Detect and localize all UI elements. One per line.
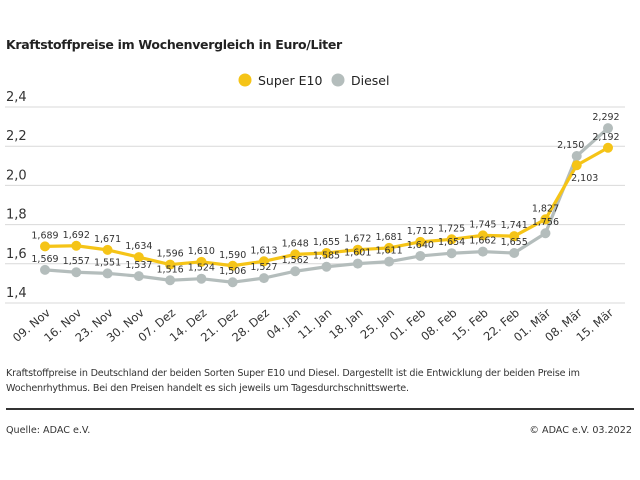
data-label: 1,756 (532, 217, 559, 228)
chart-title: Kraftstoffpreise im Wochenvergleich in E… (6, 37, 342, 52)
legend-marker (331, 73, 345, 87)
y-tick-label: 2,0 (6, 168, 27, 183)
data-point (133, 271, 144, 282)
data-point (571, 151, 582, 161)
data-point (290, 249, 301, 260)
source-text: Quelle: ADAC e.V. (6, 425, 91, 436)
data-point (540, 228, 551, 239)
x-tick-label: 11. Jan (295, 306, 334, 342)
data-label: 1,585 (313, 251, 340, 262)
data-point (321, 248, 332, 259)
data-label: 1,562 (282, 255, 309, 266)
data-label: 1,662 (469, 236, 496, 247)
data-point (196, 273, 207, 284)
data-label: 1,527 (250, 262, 277, 273)
data-label: 2,292 (592, 112, 619, 123)
data-label: 1,537 (125, 260, 152, 271)
data-point (477, 246, 488, 257)
data-point (165, 259, 176, 270)
data-point (477, 230, 488, 241)
data-point (603, 123, 613, 134)
data-point (71, 240, 82, 251)
y-tick-label: 2,2 (6, 129, 27, 144)
data-label: 1,712 (407, 226, 434, 237)
data-label: 1,648 (282, 238, 309, 249)
data-label: 1,551 (94, 257, 121, 268)
data-label: 1,671 (94, 234, 121, 245)
data-label: 1,681 (375, 232, 402, 243)
data-point (415, 236, 426, 247)
data-label: 1,655 (313, 237, 340, 248)
legend-label: Diesel (351, 73, 389, 88)
data-point (165, 275, 176, 286)
x-tick-label: 04. Jan (264, 306, 303, 342)
divider (6, 408, 634, 410)
data-label: 1,725 (438, 223, 465, 234)
legend-label: Super E10 (258, 73, 322, 88)
data-point (509, 248, 520, 259)
data-point (133, 252, 144, 263)
data-point (102, 244, 113, 255)
data-label: 1,611 (375, 246, 402, 257)
data-point (384, 242, 395, 253)
data-label: 1,524 (188, 263, 215, 274)
data-point (40, 264, 50, 275)
data-point (352, 258, 363, 269)
data-point (571, 160, 582, 171)
data-label: 1,610 (188, 246, 215, 257)
data-label: 1,596 (157, 249, 184, 260)
data-label: 1,613 (250, 245, 277, 256)
data-label: 1,640 (407, 240, 434, 251)
data-label: 2,150 (557, 140, 584, 151)
legend-marker (238, 73, 252, 87)
data-label: 1,741 (501, 220, 528, 231)
data-point (446, 248, 457, 259)
data-label: 1,689 (31, 230, 58, 241)
chart-description: Kraftstoffpreise in Deutschland der beid… (6, 368, 580, 394)
data-label: 1,506 (219, 266, 246, 277)
data-label: 1,745 (469, 219, 496, 230)
data-point (40, 241, 50, 252)
data-label: 1,827 (532, 203, 559, 214)
data-point (102, 268, 113, 279)
data-label: 2,103 (571, 173, 598, 184)
data-point (352, 244, 363, 255)
data-label: 1,672 (344, 234, 371, 245)
data-point (71, 267, 82, 278)
data-label: 1,692 (63, 230, 90, 241)
data-point (258, 273, 269, 284)
data-point (415, 250, 426, 261)
data-point (227, 260, 238, 271)
data-label: 1,557 (63, 256, 90, 267)
data-point (227, 277, 238, 288)
data-point (384, 256, 395, 267)
data-point (258, 256, 269, 267)
data-point (540, 214, 551, 225)
data-point (196, 256, 207, 267)
y-tick-label: 1,4 (6, 286, 27, 301)
data-label: 1,569 (31, 254, 58, 265)
data-point (446, 234, 457, 245)
data-label: 1,590 (219, 250, 246, 261)
data-label: 1,516 (157, 264, 184, 275)
data-point (290, 266, 301, 277)
data-label: 1,601 (344, 248, 371, 259)
data-point (603, 142, 613, 153)
y-tick-label: 1,8 (6, 208, 27, 223)
data-point (509, 231, 520, 242)
data-label: 1,634 (125, 241, 152, 252)
copyright-text: © ADAC e.V. 03.2022 (529, 425, 632, 436)
y-tick-label: 2,4 (6, 90, 27, 105)
y-tick-label: 1,6 (6, 247, 27, 262)
data-label: 1,654 (438, 237, 465, 248)
x-tick-label: 18. Jan (326, 306, 365, 342)
data-label: 1,655 (501, 237, 528, 248)
data-label: 2,192 (592, 132, 619, 143)
data-point (321, 261, 332, 272)
